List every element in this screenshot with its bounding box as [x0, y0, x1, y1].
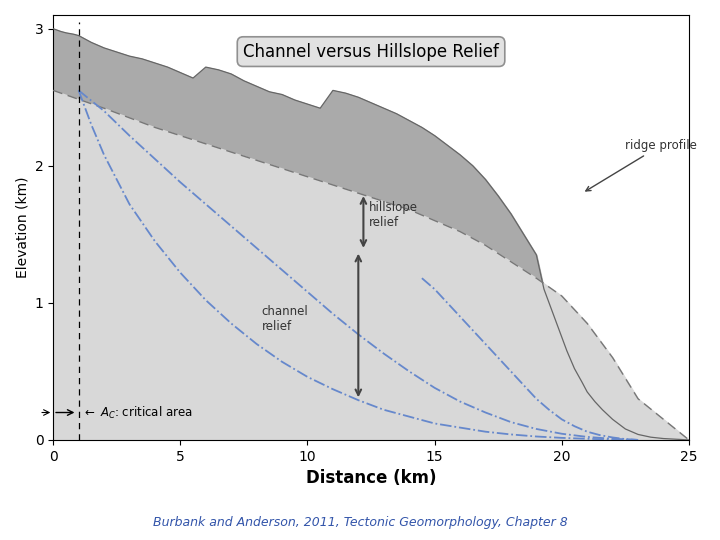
Text: ridge profile: ridge profile [586, 139, 697, 191]
Text: Burbank and Anderson, 2011, Tectonic Geomorphology, Chapter 8: Burbank and Anderson, 2011, Tectonic Geo… [153, 516, 567, 529]
Y-axis label: Elevation (km): Elevation (km) [15, 177, 29, 278]
Text: $\leftarrow$ $A_C$: critical area: $\leftarrow$ $A_C$: critical area [82, 404, 193, 421]
Text: channel
relief: channel relief [261, 305, 308, 333]
Text: Channel versus Hillslope Relief: Channel versus Hillslope Relief [243, 43, 499, 60]
Text: hillslope
relief: hillslope relief [369, 201, 418, 229]
X-axis label: Distance (km): Distance (km) [306, 469, 436, 487]
